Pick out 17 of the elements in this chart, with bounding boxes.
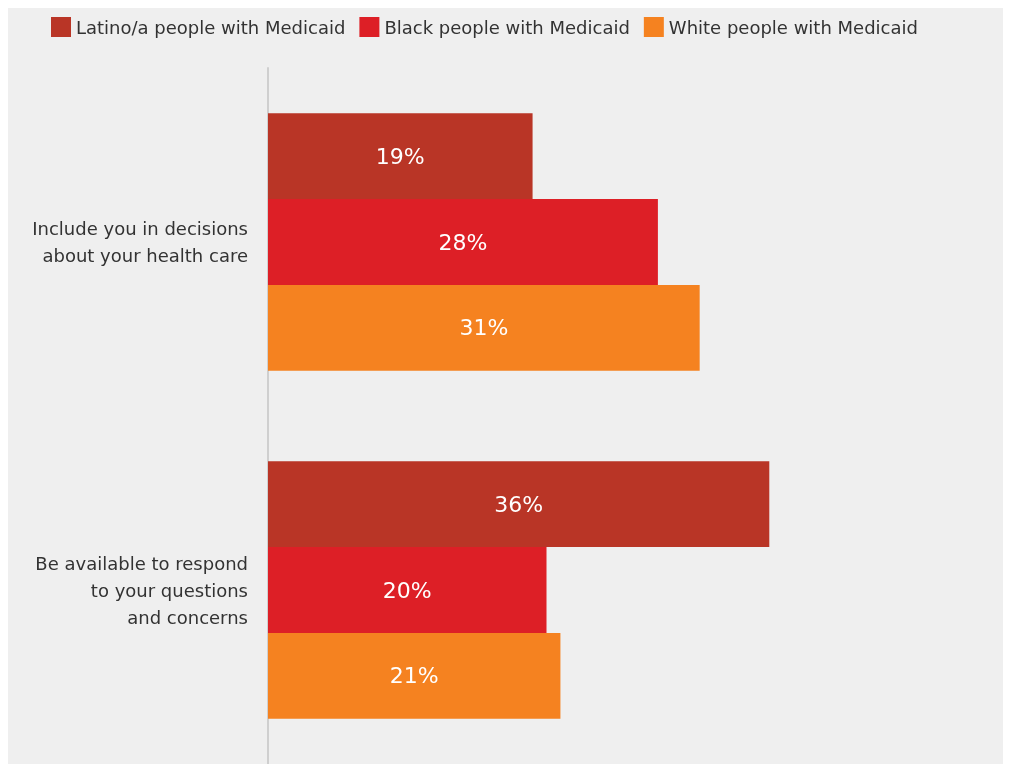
bar <box>268 113 533 200</box>
y-tick-label: Be available to respond to your questions and concerns <box>35 552 248 628</box>
legend-label: Latino/a people with Medicaid <box>76 16 346 38</box>
bar <box>268 632 561 719</box>
bar <box>268 284 700 371</box>
bar <box>268 461 770 548</box>
data-label: 28% <box>438 229 488 255</box>
data-label: 20% <box>382 577 432 603</box>
data-label: 19% <box>375 143 425 169</box>
bar <box>268 199 658 285</box>
data-label: 21% <box>389 663 439 689</box>
data-label: 31% <box>459 315 509 341</box>
y-tick-label: Include you in decisions about your health care <box>32 218 248 266</box>
data-label: 36% <box>494 491 544 517</box>
legend-label: Black people with Medicaid <box>384 16 630 38</box>
bar <box>268 547 547 633</box>
legend-label: White people with Medicaid <box>668 16 918 38</box>
